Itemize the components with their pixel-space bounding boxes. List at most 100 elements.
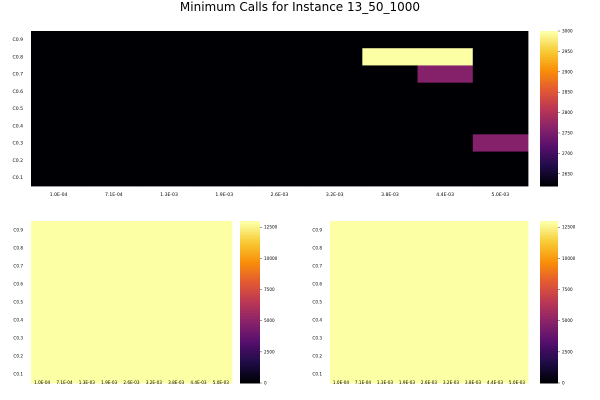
x-tick-label: 1.3E-03 xyxy=(79,380,95,385)
heatmap-cell xyxy=(462,347,485,366)
heatmap-cell xyxy=(209,329,233,348)
colorbar-tick-label: 2500 xyxy=(562,349,573,354)
heatmap-cell xyxy=(142,257,166,276)
colorbar-segment xyxy=(540,361,558,365)
heatmap-cell xyxy=(307,117,363,135)
colorbar-segment xyxy=(540,377,558,381)
heatmap-cell xyxy=(31,117,87,135)
heatmap-cell xyxy=(307,48,363,66)
heatmap-cell xyxy=(75,275,99,294)
x-tick-label: 1.9E-03 xyxy=(101,380,117,385)
heatmap-cell xyxy=(187,257,211,276)
colorbar-segment xyxy=(540,380,558,384)
heatmap-cell xyxy=(209,275,233,294)
colorbar-segment xyxy=(540,253,558,257)
heatmap-cell xyxy=(396,329,419,348)
colorbar-segment xyxy=(540,41,558,45)
heatmap-cell xyxy=(120,275,144,294)
heatmap-cell xyxy=(86,134,142,152)
heatmap-cell xyxy=(417,168,474,187)
colorbar-segment xyxy=(540,56,558,60)
colorbar-segment xyxy=(540,38,558,42)
colorbar-tick-label: 10000 xyxy=(264,256,278,261)
colorbar-tick-label: 12500 xyxy=(264,225,278,230)
heatmap-cell xyxy=(330,221,353,240)
colorbar-segment xyxy=(540,170,558,174)
heatmap-cell xyxy=(53,275,77,294)
colorbar-segment xyxy=(240,345,260,349)
colorbar-segment xyxy=(540,87,558,91)
colorbar-segment xyxy=(240,253,260,257)
heatmap-cell xyxy=(362,134,418,152)
heatmap-cell xyxy=(196,99,253,118)
heatmap-cell xyxy=(352,365,375,384)
y-tick-label: C0.6 xyxy=(13,282,23,287)
colorbar-segment xyxy=(240,250,260,254)
colorbar-segment xyxy=(540,280,558,284)
colorbar-segment xyxy=(540,326,558,330)
x-tick-label: 3.8E-03 xyxy=(465,380,481,385)
heatmap-cell xyxy=(142,239,166,258)
colorbar-segment xyxy=(540,258,558,262)
heatmap-cell xyxy=(362,31,418,49)
colorbar-segment xyxy=(540,299,558,303)
colorbar-segment xyxy=(540,285,558,289)
colorbar-tick-label: 2950 xyxy=(562,49,573,54)
heatmap-cell xyxy=(142,329,166,348)
colorbar-segment xyxy=(240,283,260,287)
x-tick-label: 1.3E-03 xyxy=(160,192,178,198)
colorbar-segment xyxy=(240,239,260,244)
colorbar-segment xyxy=(540,339,558,343)
heatmap-cell xyxy=(196,168,253,187)
colorbar-segment xyxy=(540,67,558,71)
heatmap-cell xyxy=(120,365,144,384)
heatmap-cell xyxy=(142,275,166,294)
colorbar-segment xyxy=(540,142,558,146)
heatmap-cell xyxy=(362,151,418,170)
heatmap-cell xyxy=(484,311,507,330)
colorbar-segment xyxy=(540,312,558,316)
heatmap-cell xyxy=(187,311,211,330)
heatmap-cell xyxy=(98,221,121,240)
x-tick-label: 1.9E-03 xyxy=(215,192,233,198)
colorbar-segment xyxy=(240,248,260,252)
colorbar-segment xyxy=(540,304,558,308)
heatmap-cell xyxy=(506,257,529,276)
heatmap-cell xyxy=(506,239,529,258)
heatmap-cell xyxy=(374,257,397,276)
colorbar-segment xyxy=(240,366,260,370)
heatmap-cell xyxy=(165,257,188,276)
heatmap-cell xyxy=(418,257,441,276)
colorbar-segment xyxy=(540,250,558,254)
heatmap-cell xyxy=(462,257,485,276)
heatmap-cell xyxy=(53,239,77,258)
x-tick-label: 1.0E-04 xyxy=(34,380,50,385)
heatmap-cell xyxy=(86,117,142,135)
colorbar-segment xyxy=(540,318,558,322)
colorbar-segment xyxy=(540,51,558,55)
colorbar-segment xyxy=(240,356,260,360)
colorbar-segment xyxy=(540,231,558,235)
x-tick-label: 1.0E-04 xyxy=(50,192,68,198)
colorbar-segment xyxy=(540,82,558,86)
heatmap-cell xyxy=(86,151,142,170)
colorbar-segment xyxy=(540,239,558,244)
heatmap-cell xyxy=(187,239,211,258)
y-tick-label: C0.9 xyxy=(13,228,23,233)
colorbar-segment xyxy=(240,329,260,333)
heatmap-cell xyxy=(506,329,529,348)
colorbar-segment xyxy=(540,226,558,230)
heatmap-cell xyxy=(251,82,308,101)
colorbar-segment xyxy=(540,264,558,268)
heatmap-cell xyxy=(396,239,419,258)
y-tick-label: C0.3 xyxy=(312,336,322,341)
colorbar-segment xyxy=(540,62,558,66)
colorbar-segment xyxy=(540,74,558,78)
colorbar-tick-label: 2800 xyxy=(562,110,573,115)
colorbar-segment xyxy=(240,337,260,341)
heatmap-cell xyxy=(440,293,463,312)
heatmap-cell xyxy=(330,293,353,312)
colorbar-segment xyxy=(240,264,260,268)
heatmap-cell xyxy=(396,311,419,330)
heatmap-cell xyxy=(352,347,375,366)
